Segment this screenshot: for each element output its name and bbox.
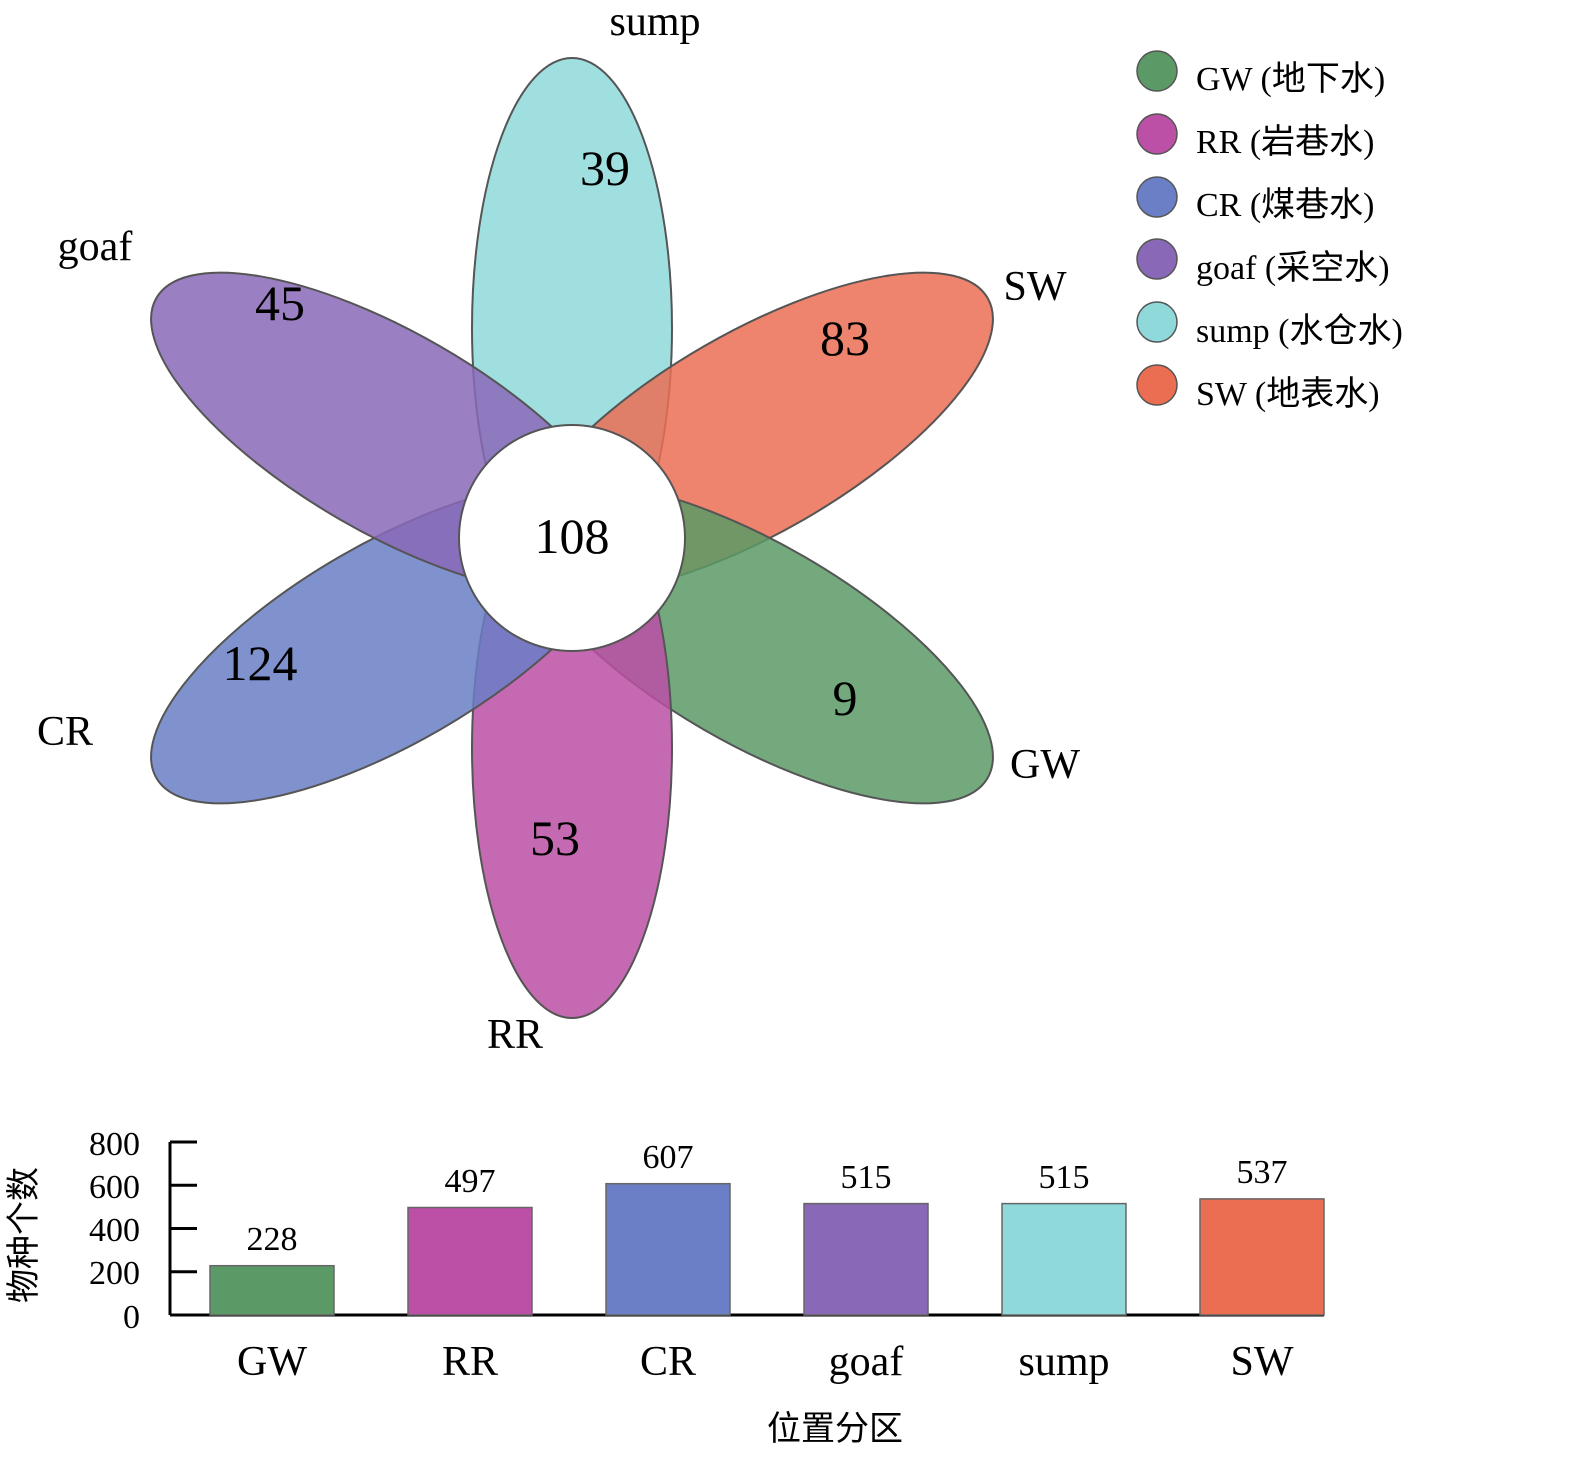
svg-text:600: 600 [89,1169,140,1206]
svg-text:RR: RR [487,1012,543,1058]
svg-text:515: 515 [841,1159,892,1196]
svg-text:9: 9 [833,670,858,726]
svg-text:53: 53 [530,810,580,866]
svg-text:83: 83 [820,310,870,366]
svg-text:200: 200 [89,1255,140,1292]
svg-text:497: 497 [445,1163,496,1200]
svg-text:400: 400 [89,1212,140,1249]
svg-text:sump (水仓水): sump (水仓水) [1196,312,1403,350]
svg-text:RR (岩巷水): RR (岩巷水) [1196,123,1375,161]
svg-text:CR (煤巷水): CR (煤巷水) [1196,187,1375,224]
svg-text:sump: sump [1018,1339,1109,1385]
svg-text:CR: CR [640,1339,696,1385]
svg-text:108: 108 [535,508,610,564]
svg-text:228: 228 [247,1221,298,1258]
svg-text:GW: GW [1010,742,1080,788]
svg-text:goaf: goaf [829,1339,904,1385]
svg-text:537: 537 [1237,1154,1288,1191]
svg-text:RR: RR [442,1339,498,1385]
svg-text:CR: CR [37,709,93,755]
svg-text:sump: sump [609,0,700,45]
svg-text:位置分区: 位置分区 [767,1410,903,1448]
svg-text:124: 124 [223,635,298,691]
svg-text:GW (地下水): GW (地下水) [1196,60,1385,98]
svg-text:goaf: goaf [58,224,133,270]
svg-text:45: 45 [255,275,305,331]
svg-text:GW: GW [237,1339,307,1385]
svg-text:SW: SW [1231,1339,1294,1385]
svg-text:515: 515 [1039,1159,1090,1196]
svg-text:39: 39 [580,140,630,196]
svg-text:800: 800 [89,1126,140,1163]
svg-text:goaf (采空水): goaf (采空水) [1196,249,1390,287]
svg-text:物种个数: 物种个数 [5,1167,43,1303]
svg-text:0: 0 [123,1299,140,1336]
svg-text:SW (地表水): SW (地表水) [1196,375,1380,413]
svg-text:607: 607 [643,1139,694,1176]
svg-text:SW: SW [1004,264,1067,310]
